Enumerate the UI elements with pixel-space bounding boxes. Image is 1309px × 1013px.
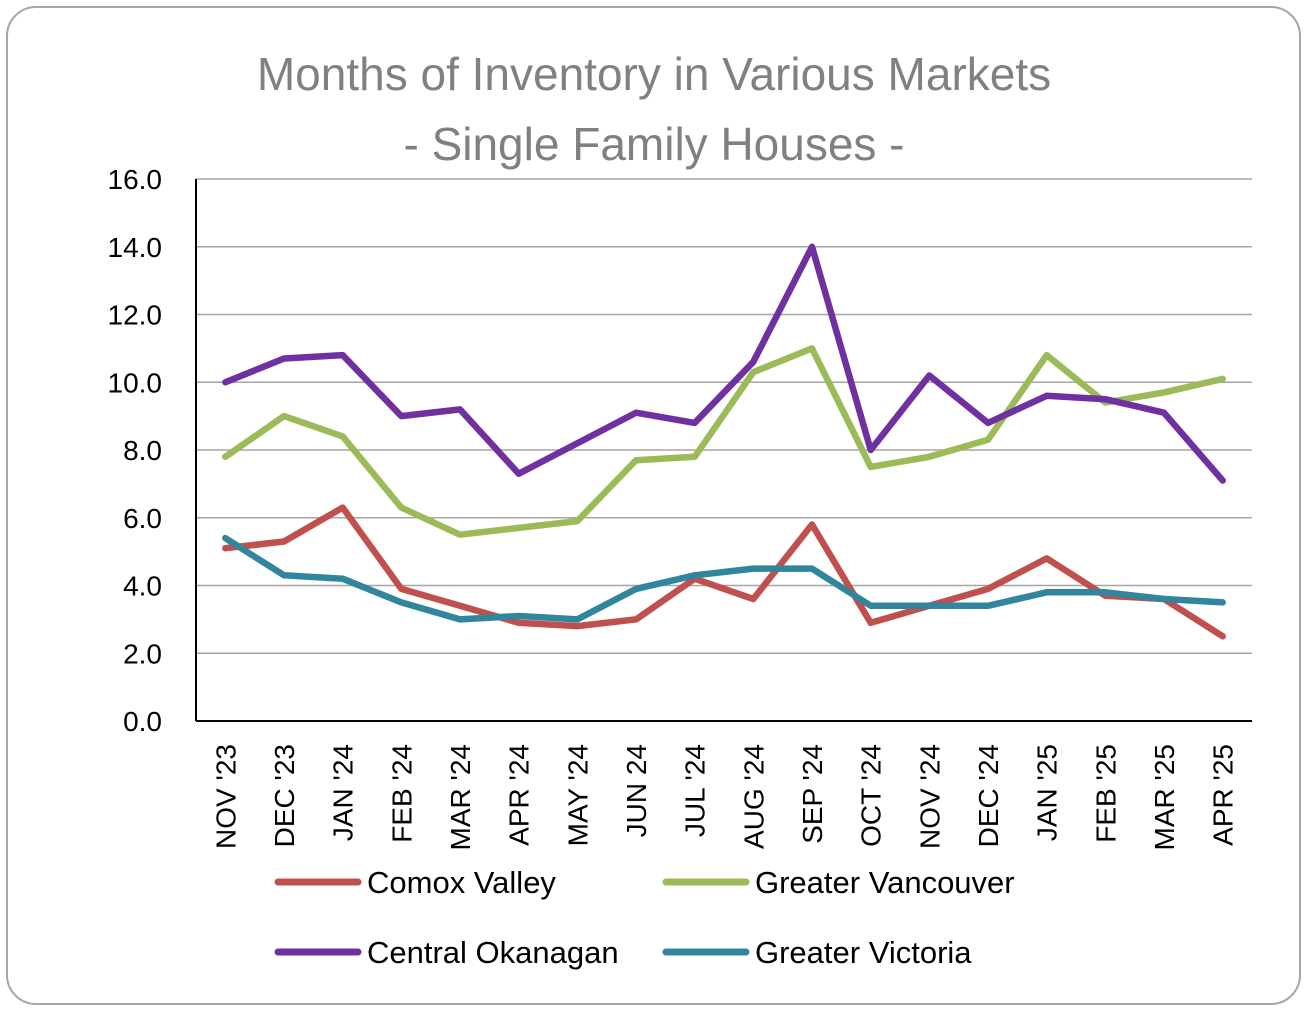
chart-frame	[6, 6, 1301, 1005]
y-tick-label: 10.0	[108, 367, 163, 398]
x-tick-label: SEP '24	[797, 744, 828, 844]
axes	[195, 179, 1252, 722]
x-tick-label: JAN '25	[1032, 744, 1063, 841]
legend-item-comox-valley: Comox Valley	[274, 865, 556, 900]
x-tick-label: JUL '24	[680, 744, 711, 837]
y-tick-label: 0.0	[123, 706, 162, 737]
y-tick-label: 12.0	[108, 300, 163, 331]
y-tick-label: 16.0	[108, 164, 163, 195]
x-axis-ticks: NOV '23 DEC '23 JAN '24 FEB '24 MAR '24 APR '…	[210, 744, 1238, 851]
y-axis-ticks: 0.0 2.0 4.0 6.0 8.0 10.0 12.0 14.0 16.0	[108, 164, 163, 737]
y-tick-label: 4.0	[123, 571, 162, 602]
legend: Comox Valley Greater Vancouver Central Oka…	[274, 865, 1015, 970]
legend-label: Comox Valley	[367, 865, 556, 900]
x-tick-label: OCT '24	[856, 744, 887, 847]
x-tick-label: MAY '24	[562, 744, 593, 846]
legend-item-greater-vancouver: Greater Vancouver	[662, 865, 1015, 900]
series-line-central-okanagan	[222, 243, 1226, 484]
legend-label: Central Okanagan	[367, 935, 619, 970]
x-tick-label: FEB '25	[1090, 744, 1121, 843]
x-tick-label: DEC '24	[973, 744, 1004, 847]
x-tick-label: DEC '23	[269, 744, 300, 847]
y-tick-label: 8.0	[123, 435, 162, 466]
x-tick-label: JUN 24	[621, 744, 652, 837]
series-line-greater-victoria	[222, 534, 1226, 623]
legend-item-central-okanagan: Central Okanagan	[274, 935, 619, 970]
series-line-comox-valley	[222, 504, 1226, 640]
series-line-greater-vancouver	[222, 345, 1226, 538]
legend-label: Greater Victoria	[755, 935, 972, 970]
x-tick-label: NOV '24	[914, 744, 945, 849]
series-lines	[222, 243, 1226, 640]
legend-label: Greater Vancouver	[755, 865, 1015, 900]
x-tick-label: FEB '24	[386, 744, 417, 843]
x-tick-label: JAN '24	[328, 744, 359, 841]
x-tick-label: MAR '25	[1149, 744, 1180, 851]
x-tick-label: APR '25	[1208, 744, 1239, 846]
chart-title-line-2: - Single Family Houses -	[403, 118, 904, 170]
legend-item-greater-victoria: Greater Victoria	[662, 935, 972, 970]
y-tick-label: 14.0	[108, 232, 163, 263]
y-tick-label: 2.0	[123, 638, 162, 669]
x-tick-label: APR '24	[504, 744, 535, 846]
x-tick-label: MAR '24	[445, 744, 476, 851]
x-tick-label: NOV '23	[210, 744, 241, 849]
chart-title-line-1: Months of Inventory in Various Markets	[257, 48, 1051, 100]
y-tick-label: 6.0	[123, 503, 162, 534]
x-tick-label: AUG '24	[738, 744, 769, 849]
chart-title: Months of Inventory in Various Markets - …	[257, 48, 1051, 170]
